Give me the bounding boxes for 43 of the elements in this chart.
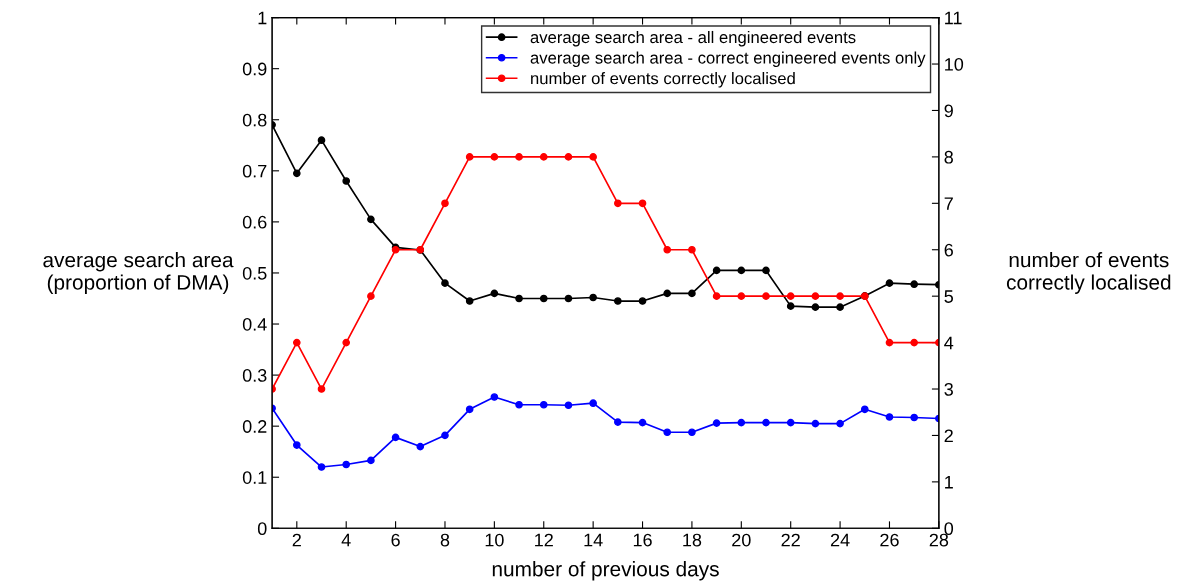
y2-tick-label: 8 bbox=[944, 150, 953, 164]
y2-tick-label: 0 bbox=[944, 522, 954, 536]
x-tick-label: 2 bbox=[292, 533, 301, 547]
y-tick-label: 0.7 bbox=[242, 164, 267, 178]
y-tick-label: 0.2 bbox=[242, 420, 267, 433]
x-tick-label: 14 bbox=[584, 533, 603, 547]
x-tick-label: 8 bbox=[440, 533, 450, 547]
x-tick-label: 28 bbox=[929, 533, 949, 547]
y2-tick-label: 4 bbox=[944, 336, 954, 350]
x-tick-label: 22 bbox=[781, 533, 800, 547]
x-tick-label: 16 bbox=[633, 533, 652, 547]
y-tick-label: 0 bbox=[257, 522, 267, 536]
y-tick-label: 0.1 bbox=[242, 471, 267, 484]
x-tick-label: 10 bbox=[485, 533, 504, 547]
x-tick-label: 6 bbox=[391, 533, 400, 547]
legend-label: average search area - correct engineered events only bbox=[530, 51, 926, 68]
y2-tick-label: 7 bbox=[944, 197, 953, 210]
legend-label: average search area - all engineered events bbox=[530, 30, 856, 47]
y2-tick-label: 11 bbox=[945, 11, 962, 25]
y2-tick-label: 9 bbox=[944, 104, 953, 118]
x-tick-label: 18 bbox=[683, 533, 702, 547]
legend-label: number of events correctly localised bbox=[531, 72, 795, 88]
y-tick-label: 0.9 bbox=[242, 62, 267, 76]
y-tick-label: 0.3 bbox=[242, 369, 267, 382]
y2-tick-label: 1 bbox=[945, 475, 953, 489]
y-tick-label: 0.5 bbox=[242, 266, 267, 280]
x-tick-label: 26 bbox=[880, 533, 899, 547]
x-axis-title: number of previous days bbox=[492, 561, 719, 581]
y-tick-label: 0.6 bbox=[242, 215, 267, 229]
y-axis-title: average search area (proportion of DMA) bbox=[43, 252, 234, 294]
y2-tick-label: 2 bbox=[944, 429, 953, 442]
x-tick-label: 20 bbox=[732, 533, 751, 547]
y-tick-label: 0.8 bbox=[242, 113, 267, 127]
x-tick-label: 12 bbox=[535, 533, 553, 547]
x-tick-label: 24 bbox=[830, 533, 850, 547]
y2-tick-label: 5 bbox=[944, 290, 954, 303]
x-tick-label: 4 bbox=[341, 533, 351, 547]
y2-tick-label: 6 bbox=[944, 243, 953, 257]
y2-axis-title: number of events correctly localised bbox=[1006, 252, 1171, 294]
y2-tick-label: 10 bbox=[945, 57, 964, 71]
y-tick-label: 0.4 bbox=[242, 317, 267, 331]
y-tick-label: 1 bbox=[258, 11, 267, 25]
y2-tick-label: 3 bbox=[944, 382, 953, 396]
